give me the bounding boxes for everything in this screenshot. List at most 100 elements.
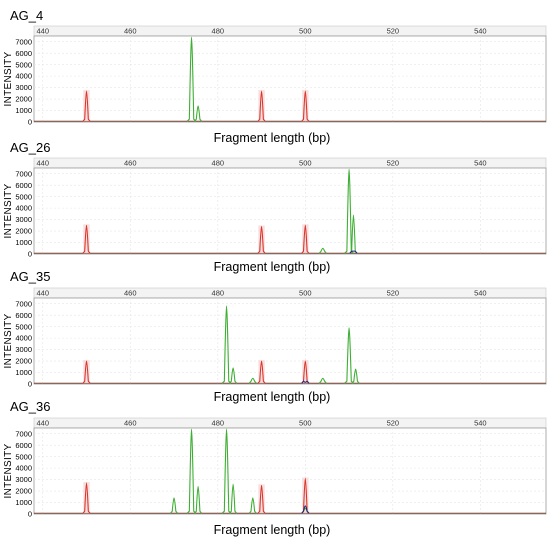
panel-ag-26: AG_26 440 460 480 500 520 540 0 1000 2000 3000 4000… — [3, 140, 547, 274]
peak-mark — [82, 90, 91, 122]
panel-title: AG_4 — [10, 8, 43, 23]
y-tick-label: 1000 — [15, 498, 32, 507]
y-tick-label: 5000 — [15, 192, 32, 201]
y-axis-label: INTENSITY — [3, 314, 14, 369]
y-tick-label: 5000 — [15, 322, 32, 331]
plot-area — [33, 35, 547, 123]
y-tick-label: 6000 — [15, 49, 32, 58]
peak-highlight — [258, 484, 265, 514]
peak-mark — [344, 168, 354, 254]
x-tick-band — [33, 417, 547, 429]
y-axis-label: INTENSITY — [3, 52, 14, 107]
peak-mark — [351, 368, 360, 384]
peak-highlight — [258, 225, 265, 254]
x-tick-label: 440 — [36, 27, 49, 36]
x-tick-label: 520 — [387, 159, 400, 168]
peak-mark — [257, 225, 266, 254]
peak-mark — [318, 247, 327, 254]
x-tick-band — [33, 157, 547, 169]
peak-mark — [229, 367, 238, 384]
x-tick-label: 500 — [299, 289, 312, 298]
y-tick-label: 0 — [28, 118, 32, 127]
x-tick-label: 460 — [124, 289, 137, 298]
x-tick-label: 540 — [474, 419, 487, 428]
x-tick-label: 520 — [387, 419, 400, 428]
peak-mark — [221, 428, 232, 514]
y-tick-label: 2000 — [15, 95, 32, 104]
x-tick-label: 480 — [212, 289, 225, 298]
peak-mark — [344, 327, 354, 384]
x-tick-label: 480 — [212, 419, 225, 428]
x-tick-label: 540 — [474, 27, 487, 36]
peak-mark — [301, 360, 310, 384]
peak-mark — [349, 250, 358, 254]
peak-highlight — [302, 90, 309, 122]
y-tick-label: 2000 — [15, 487, 32, 496]
y-tick-label: 1000 — [15, 238, 32, 247]
y-axis-label: INTENSITY — [3, 184, 14, 239]
y-tick-label: 4000 — [15, 72, 32, 81]
peak-mark — [170, 497, 179, 514]
plot-area — [33, 167, 547, 255]
peak-mark — [229, 483, 238, 514]
peak-highlight — [302, 360, 309, 384]
y-tick-label: 4000 — [15, 464, 32, 473]
peak-mark — [318, 377, 327, 384]
panel-ag-36: AG_36 440 460 480 500 520 540 0 1000 2000 3000 4000… — [3, 399, 547, 537]
x-tick-label: 500 — [299, 27, 312, 36]
panel-title: AG_26 — [10, 140, 50, 155]
plot-area — [33, 297, 547, 385]
y-tick-label: 5000 — [15, 452, 32, 461]
peak-mark — [301, 90, 310, 122]
peak-mark — [194, 485, 203, 514]
x-tick-band — [33, 25, 547, 37]
peak-highlight — [302, 477, 309, 514]
x-tick-label: 540 — [474, 159, 487, 168]
panel-title: AG_36 — [10, 399, 50, 414]
peak-highlight — [258, 360, 265, 384]
peak-mark — [82, 224, 91, 254]
panel-title: AG_35 — [10, 269, 50, 284]
x-tick-label: 440 — [36, 159, 49, 168]
x-axis-label: Fragment length (bp) — [214, 260, 331, 274]
x-tick-label: 460 — [124, 159, 137, 168]
peak-mark — [257, 90, 266, 122]
y-tick-label: 7000 — [15, 429, 32, 438]
x-tick-label: 540 — [474, 289, 487, 298]
x-tick-band — [33, 287, 547, 299]
y-tick-label: 7000 — [15, 37, 32, 46]
peak-mark — [248, 497, 257, 514]
x-tick-label: 500 — [299, 159, 312, 168]
y-tick-label: 2000 — [15, 357, 32, 366]
peak-mark — [194, 105, 203, 122]
peak-highlight — [83, 360, 90, 384]
y-tick-label: 4000 — [15, 334, 32, 343]
x-tick-label: 440 — [36, 289, 49, 298]
y-tick-label: 6000 — [15, 181, 32, 190]
y-tick-label: 6000 — [15, 441, 32, 450]
plot-area — [33, 427, 547, 515]
peak-mark — [186, 36, 197, 122]
peak-mark — [301, 224, 310, 254]
y-tick-label: 3000 — [15, 215, 32, 224]
x-axis-label: Fragment length (bp) — [214, 390, 331, 404]
y-tick-label: 3000 — [15, 475, 32, 484]
peak-highlight — [83, 482, 90, 514]
x-tick-label: 480 — [212, 159, 225, 168]
peak-mark — [301, 505, 310, 514]
peak-mark — [349, 214, 358, 254]
y-tick-label: 0 — [28, 380, 32, 389]
y-tick-label: 0 — [28, 250, 32, 259]
x-tick-label: 460 — [124, 27, 137, 36]
peak-mark — [257, 484, 266, 514]
y-tick-label: 3000 — [15, 345, 32, 354]
y-tick-label: 7000 — [15, 299, 32, 308]
y-tick-label: 5000 — [15, 60, 32, 69]
peak-mark — [186, 428, 197, 514]
y-tick-label: 1000 — [15, 368, 32, 377]
peak-highlight — [83, 224, 90, 254]
peak-mark — [82, 360, 91, 384]
x-tick-label: 520 — [387, 27, 400, 36]
peak-mark — [221, 305, 232, 384]
